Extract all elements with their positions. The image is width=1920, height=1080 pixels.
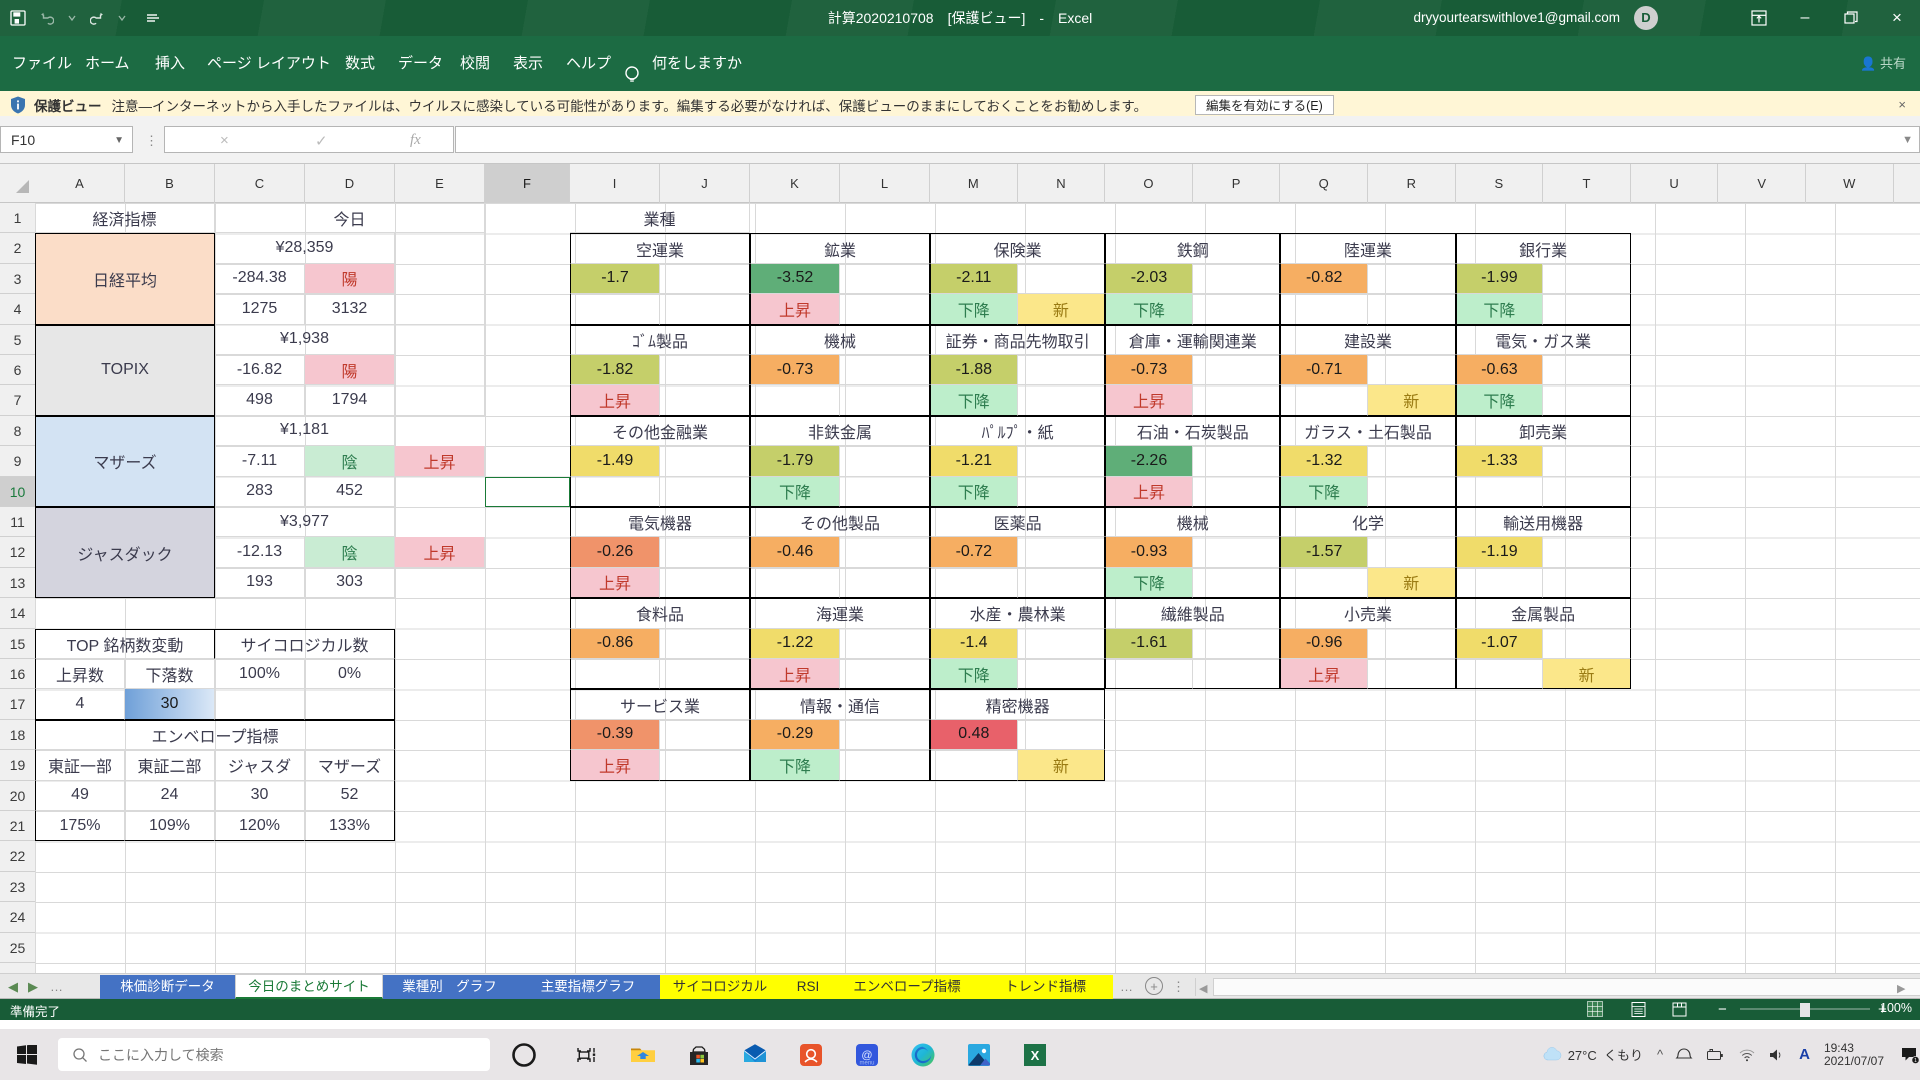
svg-text:menu: menu [859, 1060, 874, 1066]
svg-text:1: 1 [1914, 1058, 1917, 1064]
svg-text:X: X [1031, 1048, 1040, 1063]
